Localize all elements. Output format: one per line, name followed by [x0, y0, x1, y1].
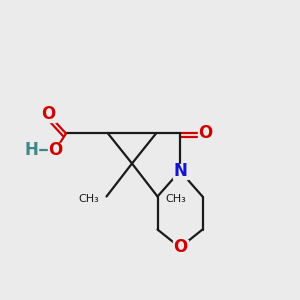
- Text: O: O: [173, 238, 187, 256]
- Bar: [198, 126, 213, 141]
- Text: CH₃: CH₃: [78, 194, 99, 205]
- Bar: [40, 106, 56, 122]
- Text: H: H: [25, 141, 38, 159]
- Bar: [172, 240, 188, 255]
- Text: O: O: [41, 105, 55, 123]
- Text: N: N: [173, 162, 187, 180]
- Text: O: O: [198, 124, 213, 142]
- Bar: [172, 164, 188, 178]
- Text: O: O: [48, 141, 63, 159]
- Bar: [48, 142, 63, 158]
- Bar: [26, 144, 38, 156]
- Text: CH₃: CH₃: [165, 194, 186, 205]
